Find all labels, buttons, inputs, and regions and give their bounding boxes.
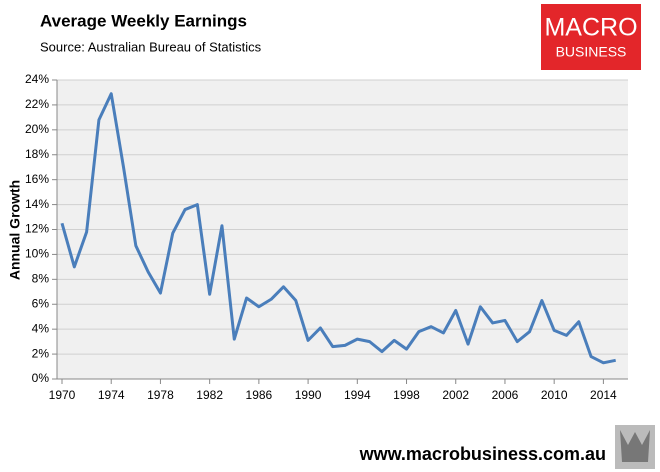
x-tick-label: 1994	[344, 388, 371, 402]
logo-box	[541, 4, 641, 70]
x-tick-label: 1974	[98, 388, 125, 402]
logo-text: BUSINESS	[556, 44, 627, 60]
y-tick-label: 16%	[25, 172, 49, 186]
x-tick-label: 2010	[541, 388, 568, 402]
y-tick-label: 8%	[32, 272, 50, 286]
wolf-icon	[620, 430, 650, 462]
x-tick-label: 2006	[492, 388, 519, 402]
y-tick-label: 18%	[25, 147, 49, 161]
y-tick-label: 12%	[25, 222, 49, 236]
x-tick-label: 2014	[590, 388, 617, 402]
y-tick-label: 0%	[32, 371, 50, 385]
chart-subtitle: Source: Australian Bureau of Statistics	[40, 39, 262, 54]
footer: www.macrobusiness.com.au	[359, 444, 606, 464]
y-tick-label: 6%	[32, 296, 50, 310]
chart-title: Average Weekly Earnings	[40, 11, 247, 30]
x-tick-label: 1986	[246, 388, 273, 402]
logo-text: MACRO	[544, 14, 637, 42]
y-tick-label: 20%	[25, 122, 49, 136]
y-tick-label: 4%	[32, 321, 50, 335]
x-tick-label: 1970	[49, 388, 76, 402]
y-tick-label: 22%	[25, 97, 49, 111]
series-line	[60, 92, 616, 365]
x-tick-label: 2002	[442, 388, 469, 402]
x-tick-label: 1982	[196, 388, 223, 402]
y-tick-label: 10%	[25, 247, 49, 261]
x-tick-label: 1998	[393, 388, 420, 402]
x-tick-label: 1978	[147, 388, 174, 402]
x-tick-label: 1990	[295, 388, 322, 402]
y-tick-label: 24%	[25, 72, 49, 86]
y-axis-label: Annual Growth	[7, 180, 23, 280]
y-tick-label: 2%	[32, 346, 50, 360]
y-tick-label: 14%	[25, 197, 49, 211]
